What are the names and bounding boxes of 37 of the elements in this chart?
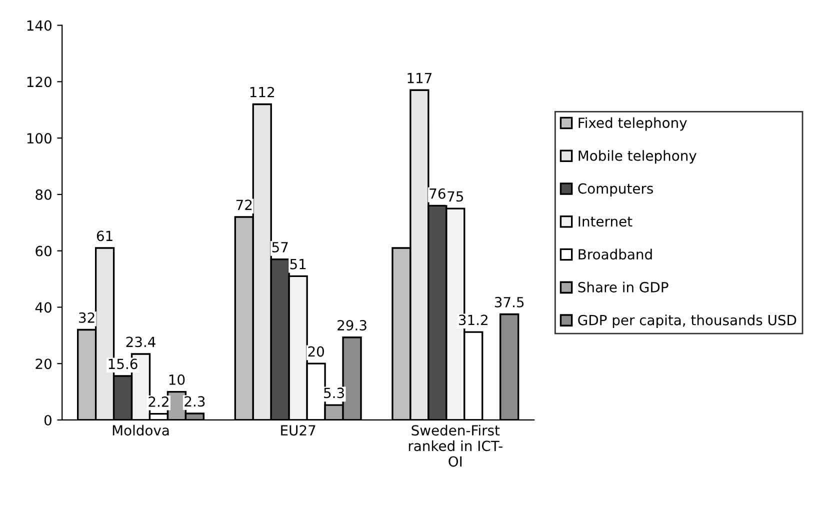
data-label: 20: [308, 346, 324, 357]
data-label: 51: [290, 259, 306, 270]
y-tick-label: 20: [36, 358, 52, 370]
data-label: 10: [169, 374, 185, 385]
y-tick-label: 120: [27, 76, 52, 88]
x-tick-label: EU27: [281, 425, 316, 436]
y-tick-label: 60: [36, 246, 52, 256]
data-label: 76: [430, 188, 446, 199]
y-tick-label: 40: [35, 302, 52, 313]
data-label: 57: [272, 242, 288, 252]
x-tick-label: Sweden-First ranked in ICT- OI: [408, 424, 502, 467]
data-label: 112: [250, 86, 274, 98]
data-label: 32: [79, 312, 94, 323]
y-tick-label: 0: [44, 414, 52, 426]
data-label: 72: [236, 200, 252, 210]
legend-label: Share in GDP: [578, 282, 668, 292]
data-label: 2.2: [148, 396, 168, 407]
legend-label: GDP per capita, thousands USD: [578, 314, 796, 328]
x-tick-label: Moldova: [112, 424, 169, 436]
data-label: 31.2: [458, 314, 488, 326]
data-label: 37.5: [494, 296, 524, 308]
legend-label: Computers: [578, 183, 653, 196]
data-label: 61: [96, 230, 112, 242]
data-label: 2.3: [184, 396, 205, 407]
legend-label: Broadband: [578, 248, 652, 260]
data-label: 15.6: [108, 358, 138, 370]
legend-label: Internet: [578, 216, 632, 227]
data-label: 23.4: [126, 336, 156, 348]
y-tick-label: 80: [36, 189, 52, 200]
data-label: 75: [448, 191, 464, 202]
y-tick-label: 140: [27, 20, 52, 31]
data-label: 5.3: [324, 388, 344, 398]
data-label: 29.3: [338, 320, 366, 331]
legend-label: Mobile telephony: [578, 150, 696, 164]
data-label: 117: [408, 72, 432, 84]
y-tick-label: 100: [27, 133, 52, 144]
legend-label: Fixed telephony: [578, 117, 687, 131]
